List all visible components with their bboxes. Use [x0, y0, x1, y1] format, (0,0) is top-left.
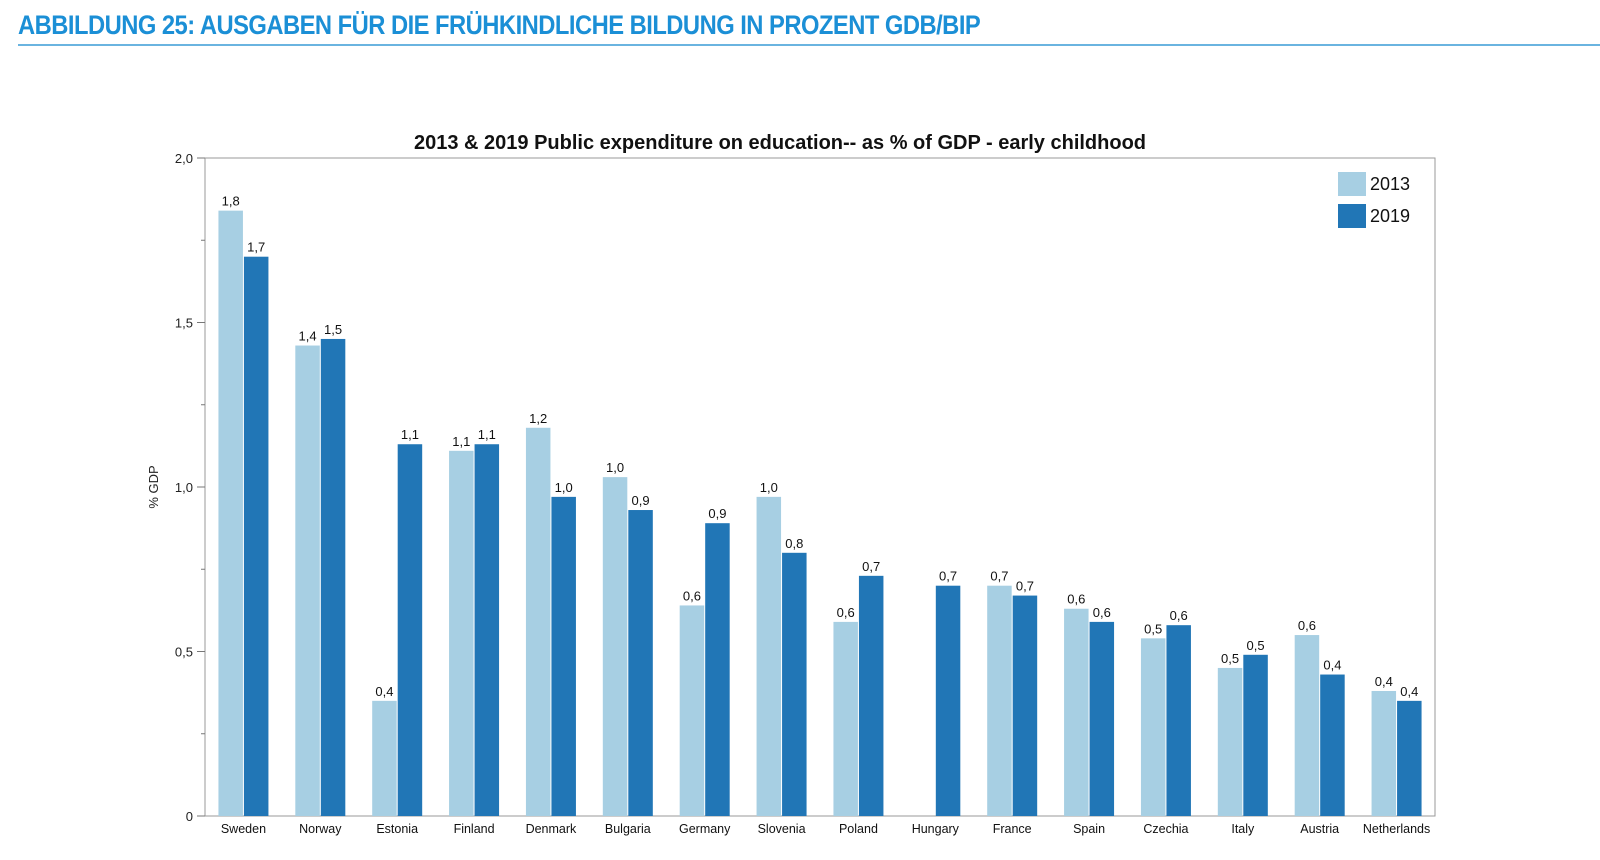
value-label-2019-france: 0,7 — [1016, 579, 1034, 594]
value-label-2013-netherlands: 0,4 — [1375, 674, 1393, 689]
bar-2013-estonia — [372, 700, 397, 816]
value-label-2019-poland: 0,7 — [862, 559, 880, 574]
x-tick-label-sweden: Sweden — [221, 822, 266, 836]
bar-2013-spain — [1064, 608, 1089, 816]
bar-2019-bulgaria — [628, 510, 653, 816]
value-label-2019-austria: 0,4 — [1323, 658, 1341, 673]
value-label-2019-netherlands: 0,4 — [1400, 684, 1418, 699]
bar-2019-slovenia — [782, 552, 807, 816]
x-tick-label-norway: Norway — [299, 822, 342, 836]
bar-2019-finland — [474, 444, 500, 816]
value-label-2013-spain: 0,6 — [1067, 592, 1085, 607]
value-label-2013-bulgaria: 1,0 — [606, 460, 624, 475]
bar-2013-austria — [1294, 635, 1320, 816]
y-tick-label: 1,5 — [175, 316, 193, 331]
x-tick-label-hungary: Hungary — [912, 822, 960, 836]
legend-label-2019: 2019 — [1370, 206, 1410, 226]
value-label-2019-slovenia: 0,8 — [785, 536, 803, 551]
value-label-2019-bulgaria: 0,9 — [632, 493, 650, 508]
value-label-2013-poland: 0,6 — [837, 605, 855, 620]
value-label-2013-sweden: 1,8 — [222, 194, 240, 209]
bar-2019-germany — [705, 523, 730, 816]
x-tick-label-germany: Germany — [679, 822, 731, 836]
y-tick-label: 2,0 — [175, 151, 193, 166]
value-label-2013-finland: 1,1 — [452, 434, 470, 449]
legend-swatch-2019 — [1338, 204, 1366, 228]
bars-group — [218, 210, 1422, 816]
y-tick-label: 1,0 — [175, 480, 193, 495]
y-tick-label: 0,5 — [175, 645, 193, 660]
x-tick-label-czechia: Czechia — [1143, 822, 1188, 836]
legend-swatch-2013 — [1338, 172, 1366, 196]
bar-2019-italy — [1243, 654, 1268, 816]
value-label-2019-finland: 1,1 — [478, 427, 496, 442]
bar-2013-slovenia — [756, 496, 782, 816]
x-tick-label-spain: Spain — [1073, 822, 1105, 836]
value-label-2019-italy: 0,5 — [1247, 638, 1265, 653]
y-axis-label: % GDP — [146, 465, 161, 508]
bar-2013-sweden — [218, 210, 243, 816]
bar-2019-france — [1012, 595, 1038, 816]
bar-2013-germany — [679, 605, 705, 816]
value-label-2013-norway: 1,4 — [299, 329, 317, 344]
x-tick-label-finland: Finland — [454, 822, 495, 836]
value-label-2013-denmark: 1,2 — [529, 411, 547, 426]
bar-2013-finland — [449, 450, 474, 816]
bar-2019-estonia — [397, 444, 423, 816]
value-label-2019-norway: 1,5 — [324, 322, 342, 337]
bar-2013-italy — [1217, 667, 1243, 816]
value-label-2019-estonia: 1,1 — [401, 427, 419, 442]
bar-2019-netherlands — [1397, 700, 1422, 816]
x-tick-label-netherlands: Netherlands — [1363, 822, 1430, 836]
x-tick-label-slovenia: Slovenia — [758, 822, 806, 836]
value-label-2019-denmark: 1,0 — [555, 480, 573, 495]
value-label-2019-sweden: 1,7 — [247, 240, 265, 255]
bar-2013-netherlands — [1371, 690, 1397, 816]
bar-2019-sweden — [243, 256, 269, 816]
bar-2013-denmark — [525, 427, 551, 816]
x-axis: Sweden Norway Estonia Finland Denmark Bulgari… — [221, 822, 1430, 836]
page-heading: ABBILDUNG 25: AUSGABEN FÜR DIE FRÜHKINDL… — [18, 10, 981, 40]
bar-2019-denmark — [551, 496, 576, 816]
x-tick-label-italy: Italy — [1231, 822, 1255, 836]
bar-2013-czechia — [1140, 638, 1166, 816]
bar-2019-poland — [858, 575, 884, 816]
x-tick-label-france: France — [993, 822, 1032, 836]
bar-2013-norway — [295, 345, 320, 816]
value-label-2013-italy: 0,5 — [1221, 651, 1239, 666]
legend: 2013 2019 — [1338, 172, 1410, 228]
bar-2019-norway — [320, 338, 346, 816]
value-label-2013-czechia: 0,5 — [1144, 621, 1162, 636]
bar-2019-spain — [1089, 621, 1115, 816]
value-label-2013-germany: 0,6 — [683, 588, 701, 603]
value-label-2019-czechia: 0,6 — [1170, 608, 1188, 623]
x-tick-label-poland: Poland — [839, 822, 878, 836]
chart-title: 2013 & 2019 Public expenditure on educat… — [414, 132, 1146, 154]
value-label-2019-hungary: 0,7 — [939, 569, 957, 584]
legend-label-2013: 2013 — [1370, 174, 1410, 194]
value-label-2013-slovenia: 1,0 — [760, 480, 778, 495]
value-label-2019-germany: 0,9 — [708, 506, 726, 521]
y-axis: 0 0,5 1,0 1,5 2,0 — [175, 151, 205, 824]
x-tick-label-estonia: Estonia — [376, 822, 418, 836]
value-label-2013-austria: 0,6 — [1298, 618, 1316, 633]
y-tick-label: 0 — [186, 809, 193, 824]
bar-2019-austria — [1320, 674, 1345, 816]
bar-2013-bulgaria — [602, 477, 628, 816]
page-header: ABBILDUNG 25: AUSGABEN FÜR DIE FRÜHKINDL… — [18, 6, 1600, 46]
value-label-2019-spain: 0,6 — [1093, 605, 1111, 620]
x-tick-label-denmark: Denmark — [526, 822, 577, 836]
value-label-2013-estonia: 0,4 — [375, 684, 393, 699]
bar-2019-hungary — [935, 585, 961, 816]
value-label-2013-france: 0,7 — [990, 569, 1008, 584]
bar-2013-poland — [833, 621, 858, 816]
value-labels-group: 1,8 1,7 1,4 1,5 0,4 1,1 1,1 1,1 1,2 1,0 1,0 0,9 0,6 0… — [222, 194, 1419, 699]
bar-2019-czechia — [1166, 625, 1191, 816]
x-tick-label-bulgaria: Bulgaria — [605, 822, 651, 836]
bar-2013-france — [987, 585, 1012, 816]
x-tick-label-austria: Austria — [1300, 822, 1339, 836]
